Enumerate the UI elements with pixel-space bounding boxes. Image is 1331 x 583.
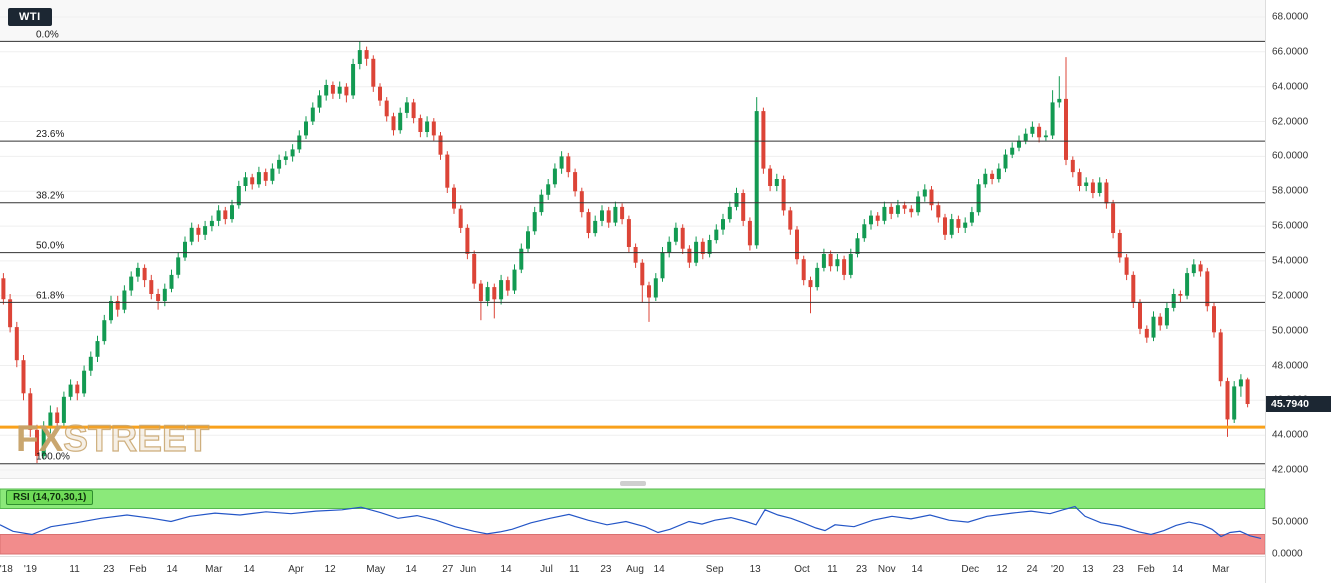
last-price-badge: 45.7940: [1266, 395, 1331, 412]
time-axis-label: 14: [166, 564, 178, 575]
time-axis-label: Jun: [460, 564, 477, 575]
rsi-overbought-zone: [0, 488, 1265, 509]
fib-label: 100.0%: [36, 452, 70, 463]
time-axis-label: 11: [69, 564, 80, 575]
time-axis-label: '19: [23, 564, 37, 575]
time-axis-label: Sep: [705, 564, 724, 575]
time-axis-label: 24: [1026, 564, 1038, 575]
time-axis-label: May: [366, 564, 386, 575]
symbol-badge[interactable]: WTI: [8, 8, 52, 26]
price-axis-label: 58.0000: [1272, 185, 1309, 197]
watermark-fx: FX: [16, 418, 64, 459]
pane-divider-handle[interactable]: [619, 481, 646, 486]
price-axis-label: 64.0000: [1272, 81, 1309, 93]
candlestick-chart-canvas[interactable]: 0.0% 23.6% 38.2% 50.0% 61.8% 100.0%: [0, 0, 1265, 478]
price-axis-label: 60.0000: [1272, 150, 1309, 162]
rsi-axis-label: 50.0000: [1272, 516, 1309, 527]
rsi-pane[interactable]: RSI (14,70,30,1): [0, 487, 1265, 556]
time-axis-label: 11: [569, 564, 580, 575]
rsi-oversold-zone: [0, 534, 1265, 555]
time-axis-label: '20: [1050, 564, 1065, 575]
shade-below-fib-100: [0, 463, 1265, 478]
time-axis-label: 12: [324, 564, 336, 575]
time-axis-label: 13: [1082, 564, 1094, 575]
time-axis-label: 23: [855, 564, 868, 575]
time-axis-label: 13: [749, 564, 761, 575]
price-axis-label: 66.0000: [1272, 46, 1309, 58]
time-axis-label: Jul: [540, 564, 553, 575]
time-axis-label: Mar: [1212, 564, 1230, 575]
time-axis-label: Oct: [794, 564, 810, 575]
time-axis-label: Feb: [1137, 564, 1155, 575]
watermark-street: STREET: [63, 418, 210, 459]
price-axis-label: 50.0000: [1272, 325, 1309, 337]
time-axis[interactable]: '18 '19 11 23 Feb 14 Mar 14 Apr 12 May 14 27 Jun 14 Jul…: [0, 556, 1265, 583]
time-axis-label: Dec: [961, 564, 980, 575]
fib-label: 23.6%: [36, 129, 64, 140]
rsi-chart-canvas[interactable]: [0, 487, 1265, 556]
time-axis-label: 14: [405, 564, 417, 575]
time-axis-label: '18: [0, 564, 13, 575]
time-axis-label: 23: [103, 564, 115, 575]
candlestick-series: [1, 41, 1250, 463]
fxstreet-watermark: FXSTREET: [16, 418, 210, 459]
time-axis-label: 14: [500, 564, 512, 575]
fib-label: 50.0%: [36, 241, 64, 252]
time-axis-label: Apr: [288, 564, 304, 575]
price-axis[interactable]: 45.7940 68.0000 66.0000 64.0000 62.0000 60.0…: [1265, 0, 1331, 583]
time-axis-label: 12: [996, 564, 1008, 575]
main-chart-pane[interactable]: FXSTREET 0.0% 23.6% 38.2% 50.0% 61.8% 100.0% …: [0, 0, 1265, 478]
price-axis-label: 54.0000: [1272, 255, 1309, 267]
rsi-axis-label: 0.0000: [1272, 548, 1303, 560]
time-axis-label: Nov: [877, 564, 896, 575]
time-axis-label: 11: [827, 564, 838, 575]
price-axis-label: 52.0000: [1272, 290, 1309, 302]
fib-retracement[interactable]: 0.0% 23.6% 38.2% 50.0% 61.8% 100.0%: [0, 29, 1265, 465]
time-axis-label: 27: [442, 564, 454, 575]
fib-label: 61.8%: [36, 290, 64, 301]
time-axis-label: 14: [653, 564, 665, 575]
time-axis-label: 23: [1112, 564, 1124, 575]
shade-above-fib-0: [0, 0, 1265, 42]
price-axis-label: 56.0000: [1272, 220, 1309, 232]
price-axis-label: 62.0000: [1272, 116, 1309, 127]
time-axis-label: Mar: [205, 564, 223, 575]
rsi-line: [0, 505, 1262, 539]
price-axis-label: 44.0000: [1272, 429, 1309, 441]
price-gridlines: [0, 16, 1265, 471]
time-axis-label: 14: [911, 564, 923, 575]
price-axis-label: 48.0000: [1272, 360, 1309, 371]
rsi-indicator-label[interactable]: RSI (14,70,30,1): [6, 490, 94, 505]
pane-divider: [0, 478, 1265, 487]
price-axis-label: 68.0000: [1272, 11, 1309, 23]
time-axis-label: 23: [600, 564, 612, 575]
time-axis-label: 14: [1172, 564, 1184, 575]
fib-label: 38.2%: [36, 191, 64, 202]
time-axis-label: Aug: [626, 564, 644, 575]
time-axis-label: Feb: [129, 564, 147, 575]
time-axis-label: 14: [243, 564, 255, 575]
price-axis-label: 42.0000: [1272, 464, 1309, 476]
fib-label: 0.0%: [36, 29, 59, 40]
